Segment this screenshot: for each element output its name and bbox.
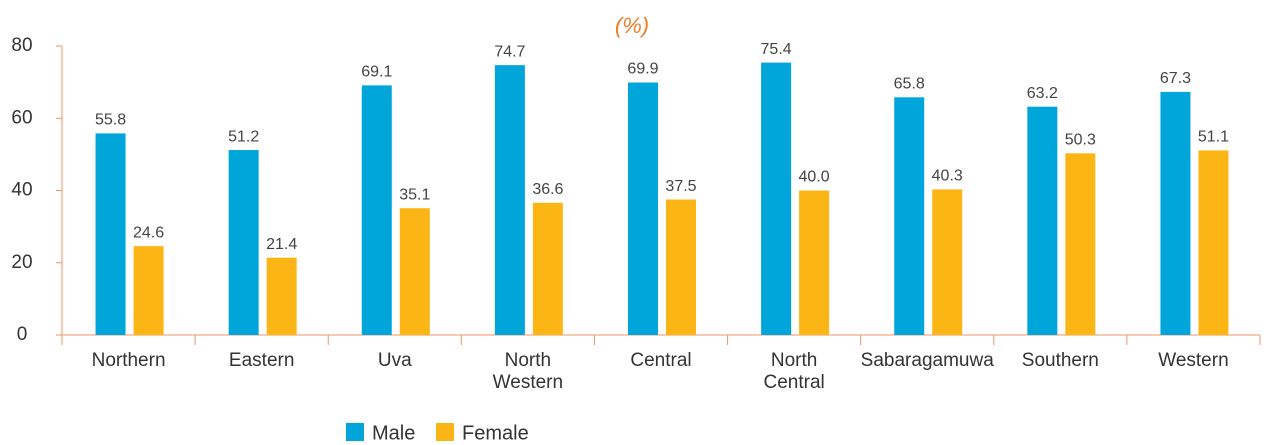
bar xyxy=(1027,106,1058,335)
value-label: 40.0 xyxy=(799,169,830,186)
value-label: 69.1 xyxy=(361,64,392,81)
bar xyxy=(133,246,164,335)
legend-swatch xyxy=(346,423,364,441)
bar xyxy=(399,208,430,335)
legend-label: Male xyxy=(372,422,415,444)
legend-label: Female xyxy=(462,422,529,444)
x-tick-label: Central xyxy=(630,350,691,371)
value-label: 36.6 xyxy=(532,181,563,198)
bar xyxy=(761,62,792,336)
x-tick-label: Uva xyxy=(378,350,412,371)
value-label: 51.1 xyxy=(1198,129,1229,146)
x-tick-label: North Western xyxy=(493,350,563,393)
y-tick-label: 20 xyxy=(11,252,32,273)
value-label: 24.6 xyxy=(133,224,164,241)
bar xyxy=(228,150,259,335)
value-label: 67.3 xyxy=(1160,70,1191,87)
y-tick-label: 60 xyxy=(11,107,32,128)
bar xyxy=(666,199,696,335)
value-label: 55.8 xyxy=(95,112,126,129)
legend-swatch xyxy=(436,423,454,441)
value-label: 74.7 xyxy=(494,43,525,60)
bar xyxy=(894,97,925,335)
y-tick-label: 40 xyxy=(11,180,32,201)
bar xyxy=(1160,91,1191,335)
value-label: 69.9 xyxy=(627,61,658,78)
value-label: 40.3 xyxy=(932,168,963,185)
bar xyxy=(1065,153,1096,335)
y-tick-label: 80 xyxy=(11,35,32,56)
bar xyxy=(266,257,297,335)
bar xyxy=(361,85,392,335)
bar xyxy=(1198,150,1229,335)
bar xyxy=(532,202,563,335)
x-tick-label: Southern xyxy=(1022,350,1099,371)
bar xyxy=(799,190,830,335)
x-tick-label: Sabaragamuwa xyxy=(861,350,995,371)
chart-subtitle: (%) xyxy=(615,13,649,38)
x-tick-label: Northern xyxy=(92,350,166,371)
bar xyxy=(494,65,525,336)
value-label: 37.5 xyxy=(665,178,696,195)
bar xyxy=(95,133,126,335)
y-tick-label: 0 xyxy=(17,324,28,345)
value-label: 51.2 xyxy=(228,128,259,145)
x-tick-label: North Central xyxy=(763,350,824,393)
value-label: 63.2 xyxy=(1027,85,1058,102)
value-label: 21.4 xyxy=(266,236,297,253)
bar xyxy=(628,82,658,335)
x-tick-label: Eastern xyxy=(229,350,294,371)
x-tick-label: Western xyxy=(1158,350,1228,371)
value-label: 75.4 xyxy=(761,41,792,58)
value-label: 35.1 xyxy=(399,186,430,203)
bar xyxy=(932,189,963,335)
value-label: 65.8 xyxy=(894,76,925,93)
value-label: 50.3 xyxy=(1065,132,1096,149)
